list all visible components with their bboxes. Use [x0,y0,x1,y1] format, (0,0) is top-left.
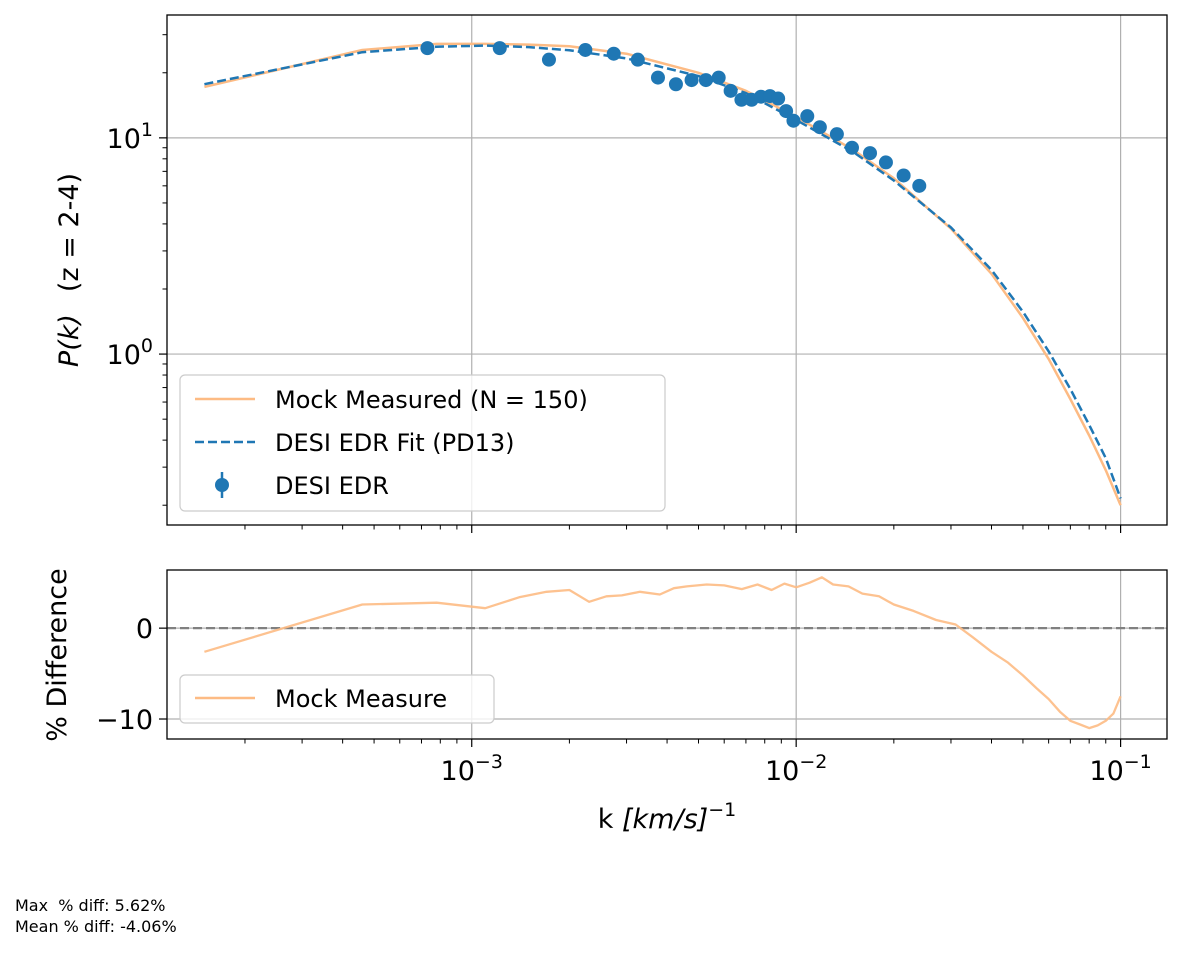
bottom-minor-ticks [244,739,1122,747]
desi-edr-point-23 [863,146,878,161]
top-y-tick-label-1: 101 [107,119,153,155]
bottom-x-ticks: 10−3 10−2 10−1 [441,751,1152,787]
top-plot-frame [166,14,1168,526]
desi-edr-point-9 [698,73,713,88]
desi-edr-point-0 [420,41,435,56]
legend-label-mock-measure: Mock Measure [275,685,447,713]
desi-edr-point-2 [541,52,556,67]
bottom-panel: 0−10 10−3 10−2 10−1 % Difference k [km/s]−… [42,568,1168,835]
desi-edr-point-4 [606,46,621,61]
top-y-tick-label-1-base: 10 [107,124,141,155]
x-axis-label-prefix: k [598,804,622,835]
desi-edr-point-3 [578,42,593,57]
bottom-y-tick-label-1: −10 [96,705,153,736]
x-tick-label-2-exp: −1 [1124,751,1152,773]
legend-label-mock-measured: Mock Measured (N = 150) [275,386,588,414]
top-grid [167,15,1167,525]
x-tick-label-1: 10−2 [765,751,827,787]
desi-edr-point-6 [650,70,665,85]
desi-edr-point-20 [812,120,827,135]
x-axis-label-unit: [km/s] [622,804,708,835]
desi-edr-point-7 [668,77,683,92]
top-y-tick-label-0-base: 10 [107,340,141,371]
desi-edr-point-25 [896,168,911,183]
svg-text:P(k)(z = 2-4): P(k) (z = 2-4) [54,173,85,367]
x-tick-label-0-base: 10 [441,756,475,787]
x-tick-label-2-base: 10 [1089,756,1123,787]
x-tick-label-1-exp: −2 [799,751,827,773]
x-tick-label-0: 10−3 [441,751,503,787]
bottom-plot-frame [166,569,1168,740]
bottom-y-axis-label: % Difference [42,568,73,741]
top-y-tick-label-0: 100 [107,335,153,371]
legend-label-desi-edr-fit: DESI EDR Fit (PD13) [275,429,515,457]
legend-label-desi-edr: DESI EDR [275,472,389,500]
x-axis-label: k [km/s]−1 [598,799,736,835]
desi-edr-point-21 [829,127,844,142]
desi-edr-point-10 [711,70,726,85]
desi-edr-point-12 [734,92,749,107]
desi-edr-point-8 [684,73,699,88]
top-y-axis-label: P(k) (z = 2-4) [54,173,85,367]
top-legend-box [179,374,666,512]
top-y-tick-label-1-exp: 1 [141,119,153,141]
desi-edr-point-11 [723,83,738,98]
bottom-legend: Mock Measure [179,674,495,724]
x-axis-label-exp: −1 [708,799,736,821]
bottom-y-ticks: 0 −10 [96,614,167,736]
top-ylabel-pk: P(k) [54,314,85,367]
desi-edr-point-24 [878,155,893,170]
desi-edr-fit-line [204,44,1122,499]
desi-edr-point-22 [844,140,859,155]
top-legend: Mock Measured (N = 150) DESI EDR Fit (PD… [179,374,666,512]
stats-mean-diff: Mean % diff: -4.06% [15,917,177,936]
top-minor-ticks [244,525,1122,533]
bottom-y-tick-label-0: 0 [136,614,153,645]
mock-measured-line [204,42,1122,506]
desi-edr-point-5 [630,52,645,67]
legend-marker-desi-edr [215,478,229,492]
desi-edr-point-18 [786,113,801,128]
desi-edr-point-26 [912,178,927,193]
x-tick-label-1-base: 10 [765,756,799,787]
mock-measure-diff-line [204,576,1122,730]
desi-edr-point-1 [492,41,507,56]
bottom-series [204,576,1122,730]
desi-edr-point-19 [800,109,815,124]
bottom-legend-box [179,674,495,724]
stats-max-diff: Max % diff: 5.62% [15,896,166,915]
top-ylabel-z: (z = 2-4) [54,173,85,292]
x-tick-label-0-exp: −3 [475,751,503,773]
top-y-tick-label-0-exp: 0 [141,335,153,357]
desi-edr-point-16 [771,91,786,106]
top-series [204,41,1122,506]
x-tick-label-2: 10−1 [1089,751,1151,787]
desi-edr-point-17 [779,104,794,119]
